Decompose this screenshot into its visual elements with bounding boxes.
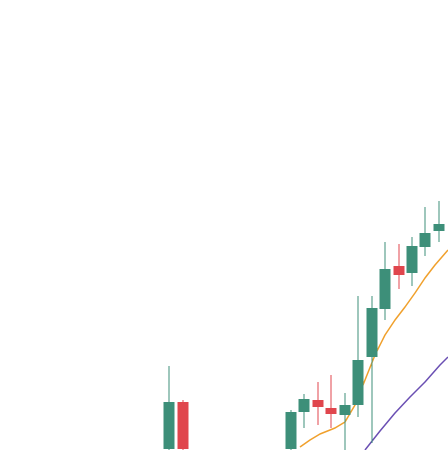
candle-body-up — [406, 246, 418, 273]
candle-body-up — [352, 360, 364, 405]
candle-body-up — [298, 399, 310, 412]
candle — [163, 366, 175, 450]
candle — [366, 296, 378, 443]
candle — [325, 375, 337, 428]
candle — [177, 400, 189, 450]
candle-body-down — [393, 266, 405, 275]
candle — [352, 296, 364, 417]
candle-body-up — [366, 308, 378, 357]
candles-layer — [163, 201, 445, 450]
candle-body-up — [163, 402, 175, 449]
candle — [419, 207, 431, 256]
candle — [285, 410, 297, 450]
candle-body-up — [419, 233, 431, 247]
candle — [339, 393, 351, 450]
slow-ma-line — [364, 356, 448, 450]
candle — [433, 201, 445, 242]
candle — [312, 382, 324, 425]
candle-body-up — [433, 224, 445, 231]
candle-body-down — [325, 408, 337, 414]
candle-body-down — [312, 400, 324, 407]
candle-body-up — [379, 269, 391, 309]
candle — [393, 244, 405, 289]
candle — [379, 242, 391, 320]
candle-body-up — [339, 405, 351, 415]
candle — [298, 394, 310, 428]
candle — [406, 237, 418, 286]
candle-body-down — [177, 402, 189, 449]
candle-body-up — [285, 412, 297, 449]
